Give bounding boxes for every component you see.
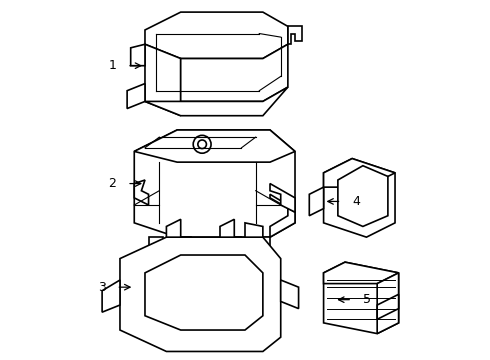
Polygon shape [181, 44, 288, 102]
Polygon shape [338, 166, 388, 226]
Polygon shape [145, 44, 181, 116]
Text: 3: 3 [98, 281, 106, 294]
Polygon shape [145, 87, 288, 116]
Polygon shape [102, 280, 120, 312]
Text: 5: 5 [363, 293, 371, 306]
Polygon shape [177, 237, 192, 251]
Polygon shape [134, 130, 295, 237]
Polygon shape [220, 219, 234, 237]
Polygon shape [148, 237, 163, 251]
Polygon shape [288, 26, 302, 44]
Polygon shape [131, 44, 145, 66]
Text: 2: 2 [108, 177, 117, 190]
Polygon shape [323, 158, 395, 187]
Polygon shape [323, 158, 395, 237]
Polygon shape [134, 130, 295, 162]
Polygon shape [377, 273, 398, 334]
Polygon shape [270, 194, 295, 237]
Polygon shape [270, 184, 295, 212]
Polygon shape [323, 262, 398, 284]
Polygon shape [323, 262, 398, 334]
Polygon shape [245, 223, 263, 237]
Polygon shape [167, 219, 181, 237]
Polygon shape [145, 12, 288, 59]
Polygon shape [120, 237, 281, 351]
Text: 1: 1 [108, 59, 117, 72]
Polygon shape [127, 84, 145, 109]
Text: 4: 4 [352, 195, 360, 208]
Polygon shape [309, 187, 323, 216]
Polygon shape [134, 180, 148, 205]
Polygon shape [256, 237, 270, 251]
Polygon shape [281, 280, 298, 309]
Polygon shape [377, 294, 398, 319]
Polygon shape [145, 255, 263, 330]
Polygon shape [227, 237, 242, 251]
